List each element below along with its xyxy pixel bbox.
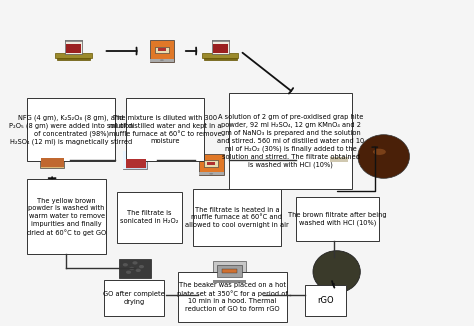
- FancyBboxPatch shape: [41, 158, 64, 167]
- FancyBboxPatch shape: [207, 162, 215, 165]
- FancyBboxPatch shape: [199, 154, 224, 175]
- FancyBboxPatch shape: [212, 40, 228, 54]
- Ellipse shape: [123, 263, 128, 266]
- FancyBboxPatch shape: [104, 280, 164, 316]
- FancyBboxPatch shape: [199, 172, 224, 175]
- FancyBboxPatch shape: [213, 261, 246, 283]
- FancyBboxPatch shape: [123, 151, 147, 169]
- Text: GO after complete
drying: GO after complete drying: [103, 291, 165, 304]
- Ellipse shape: [358, 135, 410, 178]
- Text: A solution of 2 gm of pre-oxidised grap hite
powder, 92 ml H₂SO₄, 12 gm KMnO₄ an: A solution of 2 gm of pre-oxidised grap …: [217, 114, 365, 168]
- Text: The beaker was placed on a hot
plate set at 350°C for a period of
10 min in a ho: The beaker was placed on a hot plate set…: [177, 282, 288, 312]
- Ellipse shape: [136, 269, 141, 272]
- Text: rGO: rGO: [317, 296, 334, 305]
- FancyBboxPatch shape: [27, 98, 115, 161]
- Text: The filtrate is
sonicated in H₂O₂: The filtrate is sonicated in H₂O₂: [120, 211, 179, 224]
- Ellipse shape: [313, 251, 360, 293]
- Ellipse shape: [209, 173, 213, 175]
- FancyBboxPatch shape: [212, 40, 228, 41]
- FancyBboxPatch shape: [213, 280, 246, 283]
- FancyBboxPatch shape: [217, 265, 242, 277]
- FancyBboxPatch shape: [65, 40, 82, 41]
- Ellipse shape: [160, 59, 164, 61]
- FancyBboxPatch shape: [149, 40, 174, 62]
- FancyBboxPatch shape: [178, 272, 287, 322]
- Ellipse shape: [129, 267, 134, 270]
- Text: The brown filtrate after being
washed with HCl (10%): The brown filtrate after being washed wi…: [289, 212, 387, 226]
- FancyBboxPatch shape: [55, 52, 92, 58]
- Text: The filtrate is heated in a
muffle furnace at 60°C and
allowed to cool overnight: The filtrate is heated in a muffle furna…: [185, 207, 289, 228]
- FancyBboxPatch shape: [124, 159, 146, 168]
- Ellipse shape: [132, 261, 137, 265]
- FancyBboxPatch shape: [158, 48, 166, 51]
- FancyBboxPatch shape: [65, 40, 82, 54]
- FancyBboxPatch shape: [117, 192, 182, 243]
- FancyBboxPatch shape: [126, 98, 204, 161]
- FancyBboxPatch shape: [123, 151, 126, 169]
- FancyBboxPatch shape: [204, 58, 237, 60]
- FancyBboxPatch shape: [119, 259, 151, 278]
- FancyBboxPatch shape: [222, 269, 237, 273]
- FancyBboxPatch shape: [202, 52, 238, 58]
- FancyBboxPatch shape: [204, 160, 219, 167]
- FancyBboxPatch shape: [40, 152, 64, 168]
- Text: The mixture is diluted with 300
ml of distilled water and kept in a
muffle furna: The mixture is diluted with 300 ml of di…: [109, 115, 221, 144]
- Text: NFG (4 gm), K₂S₂O₈ (8 gm), and
P₂O₅ (8 gm) were added into solution
of concentra: NFG (4 gm), K₂S₂O₈ (8 gm), and P₂O₅ (8 g…: [9, 114, 133, 145]
- FancyBboxPatch shape: [66, 44, 81, 53]
- FancyBboxPatch shape: [213, 44, 228, 53]
- FancyBboxPatch shape: [229, 93, 352, 189]
- FancyBboxPatch shape: [328, 150, 349, 163]
- Ellipse shape: [126, 271, 131, 274]
- FancyBboxPatch shape: [57, 58, 90, 60]
- FancyBboxPatch shape: [193, 189, 281, 246]
- FancyBboxPatch shape: [27, 179, 106, 254]
- Ellipse shape: [373, 149, 386, 155]
- Ellipse shape: [139, 265, 144, 268]
- Text: The yellow brown
powder is washed with
warm water to remove
impurities and final: The yellow brown powder is washed with w…: [27, 198, 106, 236]
- FancyBboxPatch shape: [296, 197, 379, 241]
- FancyBboxPatch shape: [305, 285, 346, 316]
- FancyBboxPatch shape: [155, 47, 169, 53]
- FancyBboxPatch shape: [329, 157, 348, 162]
- FancyBboxPatch shape: [149, 59, 174, 62]
